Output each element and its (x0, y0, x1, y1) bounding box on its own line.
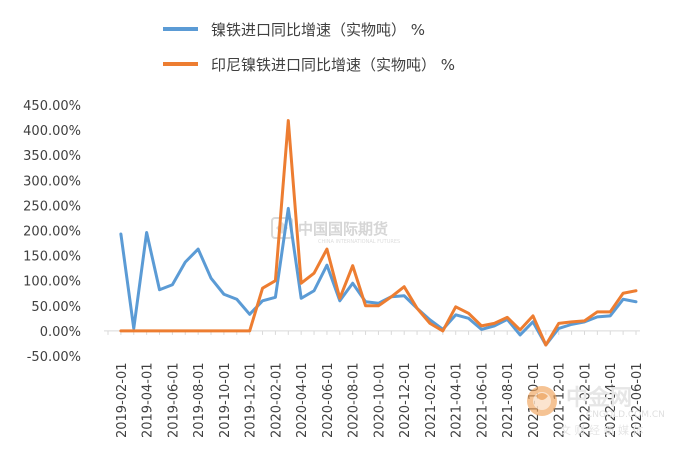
logo-emblem-icon (527, 386, 557, 416)
y-tick-label: 250.00% (23, 199, 81, 214)
x-tick-label: 2021-02-01 (424, 362, 439, 438)
x-tick-label: 2020-04-01 (295, 362, 310, 438)
x-tick-label: 2019-04-01 (141, 362, 156, 438)
legend-label-series-2: 印尼镍铁进口同比增速（实物吨） % (211, 56, 455, 74)
logo-name: 中金网 (566, 385, 632, 411)
y-tick-label: 450.00% (23, 99, 81, 114)
x-tick-label: 2022-06-01 (630, 362, 645, 438)
y-tick-label: 300.00% (23, 174, 81, 189)
y-axis: -50.00% 0.00% 50.00% 100.00% 150.00% 200.00% 2… (23, 99, 81, 365)
x-tick-label: 2020-08-01 (347, 362, 362, 438)
legend-item-series-2[interactable]: 印尼镍铁进口同比增速（实物吨） % (163, 56, 455, 74)
y-tick-label: 200.00% (23, 225, 81, 240)
logo-url: CNGOLD.COM.CN (586, 410, 665, 420)
y-tick-label: 150.00% (23, 250, 81, 265)
series-line-2 (119, 119, 638, 347)
x-axis: 2019-02-01 2019-04-01 2019-06-01 2019-08-01… (107, 330, 645, 438)
y-tick-label: -50.00% (27, 350, 81, 365)
x-tick-label: 2021-04-01 (450, 362, 465, 438)
legend-item-series-1[interactable]: 镍铁进口同比增速（实物吨） % (163, 21, 425, 39)
y-tick-label: 400.00% (23, 124, 81, 139)
watermark-brand-sub: CHINA INTERNATIONAL FUTURES (318, 239, 400, 245)
watermark-brand: 中国国际期货 (298, 220, 388, 238)
x-tick-label: 2019-12-01 (244, 362, 259, 438)
x-tick-label: 2022-02-01 (578, 362, 593, 438)
y-tick-label: 350.00% (23, 149, 81, 164)
x-tick-label: 2019-08-01 (192, 362, 207, 438)
y-tick-label: 100.00% (23, 275, 81, 290)
x-tick-label: 2022-04-01 (604, 362, 619, 438)
y-tick-label: 50.00% (31, 300, 81, 315)
x-tick-label: 2019-10-01 (218, 362, 233, 438)
y-tick-label: 0.00% (40, 325, 81, 340)
x-tick-label: 2020-10-01 (372, 362, 387, 438)
plot-area (119, 119, 638, 347)
x-tick-label: 2021-06-01 (475, 362, 490, 438)
x-tick-label: 2019-02-01 (115, 362, 130, 438)
x-tick-label: 2020-02-01 (269, 362, 284, 438)
x-tick-label: 2020-12-01 (398, 362, 413, 438)
x-tick-label: 2021-12-01 (553, 362, 568, 438)
legend: 镍铁进口同比增速（实物吨） % 印尼镍铁进口同比增速（实物吨） % (163, 21, 455, 74)
logo-slogan: 文 财 经 新 媒 体 (560, 423, 643, 437)
x-tick-label: 2020-06-01 (321, 362, 336, 438)
x-tick-label: 2019-06-01 (166, 362, 181, 438)
site-logo: 中金网 CNGOLD.COM.CN 文 财 经 新 媒 体 (527, 385, 665, 437)
x-tick-label: 2021-08-01 (501, 362, 516, 438)
legend-label-series-1: 镍铁进口同比增速（实物吨） % (211, 21, 425, 39)
